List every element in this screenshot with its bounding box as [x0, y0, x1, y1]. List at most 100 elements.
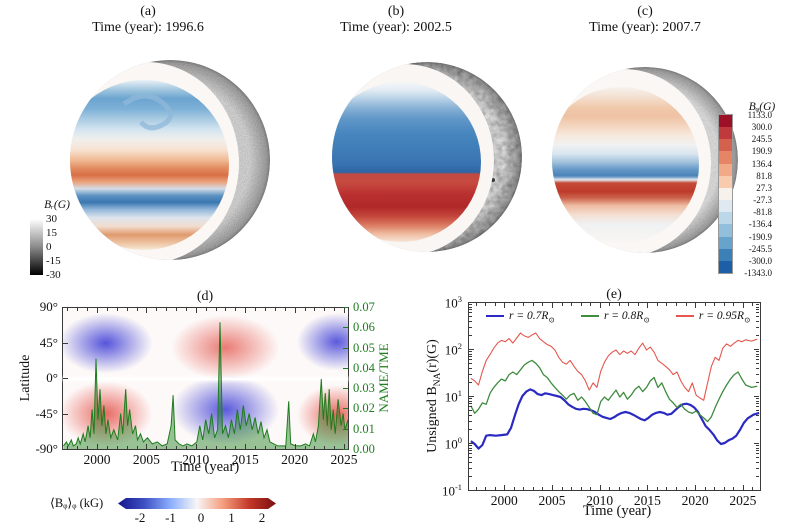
- tick-mark: [235, 308, 237, 311]
- tick-mark: [343, 347, 348, 349]
- e-y-tick-label: 103: [444, 294, 462, 311]
- colorbar-br-tick: -30: [46, 269, 61, 281]
- tick-mark: [96, 444, 98, 449]
- tick-mark: [656, 487, 658, 490]
- colorbar-bphi-tick: 27.3: [756, 182, 772, 193]
- tick-mark: [469, 320, 472, 322]
- tick-mark: [469, 351, 472, 353]
- tick-mark: [126, 308, 128, 311]
- colorbar-bphi-mean: [118, 498, 276, 509]
- tick-mark: [752, 303, 754, 306]
- tick-mark: [195, 308, 197, 313]
- tick-mark: [475, 487, 477, 490]
- tick-mark: [469, 428, 472, 430]
- colorbar-br-tick: 15: [46, 227, 57, 239]
- tick-mark: [532, 303, 534, 306]
- tick-mark: [176, 446, 178, 449]
- d-y2-tick-label: 0.07: [353, 300, 375, 314]
- tick-mark: [294, 444, 296, 449]
- tick-mark: [469, 410, 472, 412]
- tick-mark: [756, 406, 759, 408]
- tick-mark: [294, 308, 296, 313]
- tick-mark: [628, 487, 630, 490]
- tick-mark: [756, 356, 759, 358]
- tick-mark: [754, 396, 759, 397]
- colorbar-br-tick: 0: [46, 241, 52, 253]
- e-y-tick-label: 101: [444, 388, 462, 405]
- panel-d-plot: [62, 307, 349, 450]
- tick-mark: [618, 487, 620, 490]
- e-x-tick-label: 2025: [729, 493, 757, 508]
- tick-mark: [580, 487, 582, 490]
- tick-mark: [754, 490, 759, 491]
- tick-mark: [756, 312, 759, 314]
- tick-mark: [343, 307, 348, 308]
- tick-mark: [334, 446, 336, 449]
- tick-mark: [695, 485, 697, 490]
- tick-mark: [551, 303, 553, 308]
- tick-mark: [756, 359, 759, 361]
- panel-e-ylabel-sub: NA: [432, 372, 443, 387]
- tick-mark: [469, 309, 472, 311]
- tick-mark: [77, 446, 79, 449]
- legend-line-sample: [486, 315, 504, 318]
- panel-e-xlabel: Time (year): [582, 503, 652, 519]
- tick-mark: [469, 334, 472, 336]
- tick-mark: [469, 443, 474, 444]
- tick-mark: [580, 303, 582, 306]
- tick-mark: [255, 446, 257, 449]
- e-y-tick-label: 10-1: [441, 482, 462, 499]
- tick-mark: [343, 449, 348, 450]
- d-y-tick-label: -45°: [35, 405, 58, 421]
- colorbar-bphi-mean-tick: 0: [197, 510, 205, 525]
- tick-mark: [513, 303, 515, 306]
- colorbar-bphi-tick: 300.0: [751, 122, 772, 133]
- tick-mark: [756, 304, 759, 306]
- d-y2-tick-label: 0.06: [353, 320, 375, 335]
- tick-mark: [756, 410, 759, 412]
- colorbar-bphi-mean-title: ⟨Bᵩ⟩ᵩ (kG): [50, 496, 104, 510]
- series-0.7: [470, 388, 760, 450]
- tick-mark: [756, 475, 759, 477]
- tick-mark: [205, 446, 207, 449]
- tick-mark: [205, 308, 207, 311]
- tick-mark: [225, 308, 227, 311]
- tick-mark: [590, 303, 592, 306]
- tick-mark: [756, 428, 759, 430]
- colorbar-bphi-segment: [719, 115, 732, 128]
- colorbar-bphi-tick: -300.0: [748, 255, 772, 266]
- tick-mark: [469, 356, 472, 358]
- panel-d-equator-line: [63, 377, 348, 380]
- tick-mark: [685, 303, 687, 306]
- colorbar-bphi-segment: [719, 187, 732, 201]
- tick-mark: [571, 487, 573, 490]
- tick-mark: [77, 308, 79, 311]
- legend-line-sample: [675, 315, 694, 318]
- tick-mark: [647, 303, 649, 308]
- colorbar-bphi-segment: [719, 200, 732, 213]
- sphere-b-cutaway-render: [332, 62, 522, 252]
- tick-mark: [756, 306, 759, 308]
- tick-mark: [599, 485, 601, 490]
- tick-mark: [666, 303, 668, 306]
- colorbar-bphi-segment: [719, 260, 732, 273]
- tick-mark: [733, 303, 735, 306]
- tick-mark: [590, 487, 592, 490]
- e-x-tick-label: 2020: [681, 493, 709, 508]
- tick-mark: [469, 306, 472, 308]
- d-y2-tick-label: 0.04: [353, 360, 375, 375]
- tick-mark: [324, 446, 326, 449]
- tick-mark: [245, 444, 247, 449]
- tick-mark: [756, 450, 759, 452]
- colorbar-bphi-segment: [719, 224, 732, 237]
- tick-mark: [274, 446, 276, 449]
- sphere-a-toroidal-field: [70, 80, 229, 250]
- d-y2-tick-label: 0.01: [353, 421, 375, 436]
- legend-item: r = 0.7R⊙: [486, 310, 555, 324]
- tick-mark: [723, 303, 725, 306]
- e-y-tick-label: 100: [444, 435, 462, 452]
- tick-mark: [469, 312, 472, 314]
- tick-mark: [235, 446, 237, 449]
- panel-b-time: Time (year): 2002.5: [340, 20, 452, 35]
